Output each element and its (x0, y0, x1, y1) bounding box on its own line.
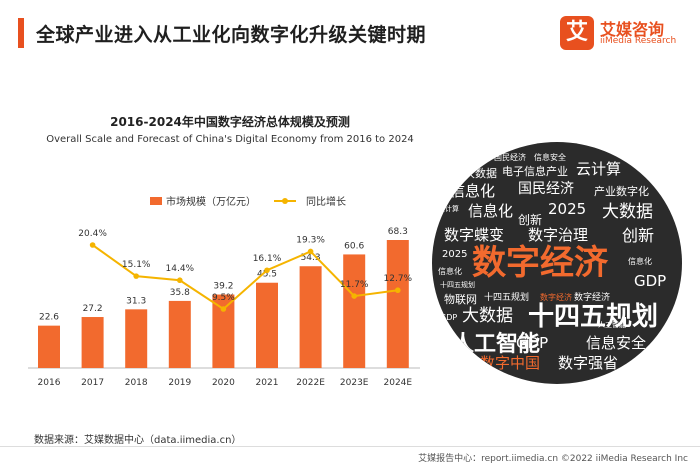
cloud-word: 信息化 (468, 202, 514, 220)
growth-value-label: 11.7% (340, 280, 369, 290)
bar (299, 266, 322, 368)
bar (386, 240, 409, 368)
x-tick-label: 2021 (256, 378, 279, 388)
keyword-cloud: 国民经济 信息安全 大数据 电子信息产业 云计算 信息化 国民经济 产业数字化 云计算 信息化 20… (432, 142, 682, 384)
data-source: 数据来源：艾媒数据中心（data.iimedia.cn） (34, 435, 242, 446)
x-tick-label: 2020 (212, 378, 235, 388)
legend-bar-swatch (150, 196, 162, 205)
legend-bar-label: 市场规模（万亿元） (166, 197, 256, 208)
x-tick-label: 2023E (340, 378, 369, 388)
cloud-word: 产业数字化 (594, 185, 649, 198)
cloud-word: 国民经济 (518, 181, 574, 197)
cloud-word: 电子信息产业 (502, 165, 568, 178)
cloud-word: 大数据 (602, 202, 653, 222)
cloud-word: 物联网 (444, 293, 477, 306)
growth-point (307, 248, 314, 255)
x-tick-label: 2017 (81, 378, 104, 388)
growth-value-label: 9.5% (212, 293, 235, 303)
bar-value-label: 54.3 (301, 253, 321, 263)
legend-line-label: 同比增长 (306, 197, 346, 208)
growth-value-label: 14.4% (166, 264, 195, 274)
cloud-word: 人工智能 (598, 321, 626, 329)
cloud-word: 信息化 (438, 267, 462, 276)
bar (343, 254, 366, 368)
cloud-word: 十四五规划 (484, 293, 530, 303)
bar (81, 317, 104, 368)
bar-value-label: 68.3 (388, 227, 408, 237)
growth-point (133, 273, 139, 279)
chart-title: 2016-2024年中国数字经济总体规模及预测 (110, 115, 350, 129)
bar (212, 294, 235, 368)
cloud-word: 十四五规划 (440, 281, 475, 289)
growth-point (395, 287, 401, 294)
cloud-word: 数字经济 (540, 293, 572, 302)
bar (125, 309, 148, 368)
growth-point (220, 306, 227, 312)
bar (256, 282, 278, 368)
cloud-word: 信息化 (450, 182, 496, 200)
bar-value-label: 60.6 (344, 241, 364, 251)
cloud-word: 十四五规划 (528, 302, 659, 332)
cloud-word: 数字经济 (574, 293, 611, 303)
cloud-word: 2025 (548, 200, 587, 218)
x-tick-label: 2016 (38, 378, 61, 388)
title-accent-bar (18, 18, 24, 48)
growth-point (264, 267, 270, 274)
growth-value-label: 16.1% (253, 254, 282, 264)
bar-value-label: 35.8 (170, 288, 190, 298)
chart-legend: 市场规模（万亿元） 同比增长 (150, 193, 346, 208)
cloud-word: 数字经济 (472, 243, 608, 283)
page-title: 全球产业进入从工业化向数字化升级关键时期 (36, 24, 427, 46)
bar-value-label: 22.6 (39, 313, 59, 323)
cloud-word: 创新 (518, 213, 543, 227)
logo-subtitle: iiMedia Research (600, 36, 677, 46)
cloud-word: 数字蝶变 (444, 226, 505, 244)
growth-point (177, 277, 183, 284)
cloud-word: GDP (516, 334, 549, 352)
cloud-word: GDP (440, 313, 458, 322)
cloud-word: 大数据 (462, 306, 513, 326)
bar-value-label: 31.3 (126, 296, 146, 306)
growth-value-label: 12.7% (384, 274, 413, 284)
cloud-word: 大数据 (464, 167, 497, 180)
cloud-word: 信息安全 (586, 334, 647, 352)
growth-point (351, 293, 358, 299)
x-tick-label: 2022E (296, 378, 325, 388)
growth-point (89, 242, 96, 248)
bar (38, 325, 60, 368)
cloud-word: 国民经济 (494, 153, 526, 162)
chart-subtitle: Overall Scale and Forecast of China's Di… (46, 134, 414, 145)
growth-line (92, 244, 398, 311)
cloud-word: 创新 (622, 226, 655, 245)
cloud-word: 云计算 (576, 160, 622, 178)
bar-value-label: 45.5 (257, 270, 277, 280)
footer-text: 艾媒报告中心：report.iimedia.cn ©2022 iiMedia R… (418, 454, 688, 464)
x-tick-label: 2019 (168, 378, 191, 388)
brand-logo: 艾 艾媒咨询 iiMedia Research (560, 14, 690, 54)
bar-value-label: 39.2 (213, 282, 233, 292)
growth-value-label: 15.1% (122, 260, 151, 270)
cloud-word: 数字中国 (480, 354, 541, 372)
x-tick-label: 2018 (125, 378, 148, 388)
cloud-word: 云计算 (438, 205, 459, 213)
cloud-word: 数字治理 (528, 226, 589, 244)
cloud-word: 人工智能 (452, 332, 541, 357)
growth-value-label: 19.3% (296, 235, 325, 245)
cloud-word: 信息安全 (534, 153, 566, 162)
cloud-word: 信息化 (628, 257, 652, 266)
cloud-word: 2025 (442, 249, 468, 260)
logo-name: 艾媒咨询 (600, 20, 665, 39)
footer-divider (0, 446, 700, 447)
bar (168, 300, 191, 368)
growth-value-label: 20.4% (78, 229, 107, 239)
legend-line-swatch (274, 197, 296, 204)
cloud-word: GDP (634, 272, 667, 290)
cloud-word: 数字强省 (558, 354, 619, 372)
x-tick-label: 2024E (384, 378, 413, 388)
logo-mark-icon: 艾 (560, 16, 594, 50)
bar-value-label: 27.2 (83, 304, 103, 314)
